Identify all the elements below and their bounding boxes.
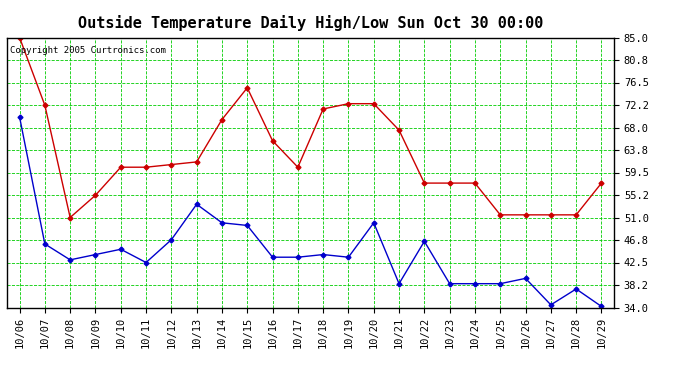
Text: Outside Temperature Daily High/Low Sun Oct 30 00:00: Outside Temperature Daily High/Low Sun O… — [78, 15, 543, 31]
Text: Copyright 2005 Curtronics.com: Copyright 2005 Curtronics.com — [10, 46, 166, 55]
